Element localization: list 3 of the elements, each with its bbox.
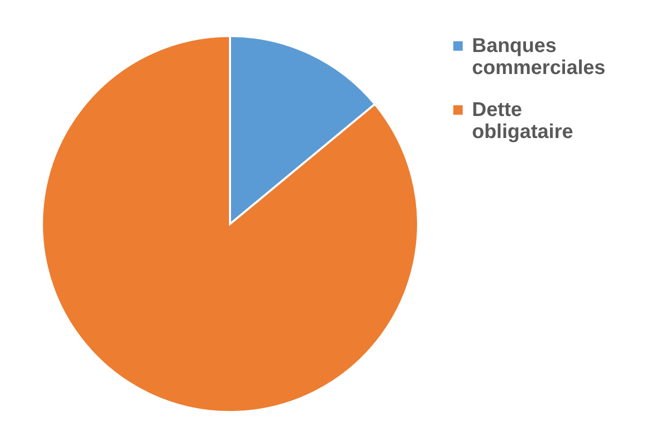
legend-label: Dette obligataire [472,99,574,143]
legend-label: Banques commerciales [472,35,606,79]
pie-slice [41,35,419,413]
